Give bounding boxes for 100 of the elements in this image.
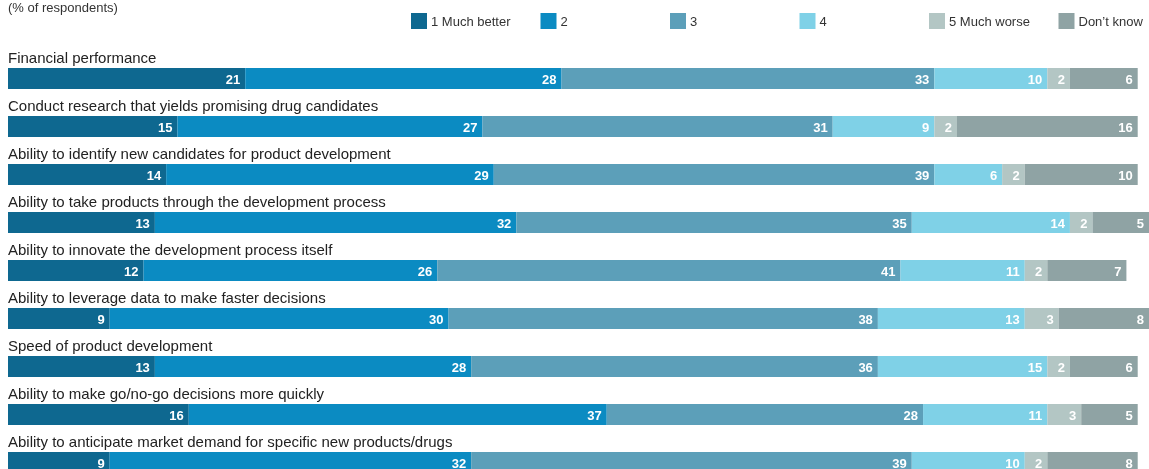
y-tick-label: Ability to innovate the development process itself [8, 241, 334, 258]
bar [934, 116, 957, 137]
bar [493, 164, 935, 185]
data-label: 31 [813, 119, 828, 135]
bar [1069, 68, 1138, 89]
bar [1002, 164, 1025, 185]
data-label: 29 [474, 167, 489, 183]
data-label: 3 [1068, 407, 1077, 423]
data-label: 26 [417, 263, 433, 279]
data-label: 8 [1125, 455, 1133, 469]
bar [832, 116, 935, 137]
data-label: 15 [157, 119, 173, 135]
data-label: 6 [1125, 71, 1133, 87]
bar [1069, 356, 1138, 377]
bar [1092, 212, 1149, 233]
data-label: 28 [451, 359, 467, 375]
bar [8, 356, 155, 377]
bar [956, 116, 1138, 137]
data-label: 13 [135, 215, 150, 231]
legend-label: 3 [690, 14, 698, 29]
data-label: 2 [1035, 455, 1043, 469]
bar [1069, 212, 1093, 233]
bar [1047, 404, 1082, 425]
bar [482, 116, 833, 137]
bar [923, 404, 1048, 425]
y-tick-label: Ability to take products through the development process [8, 193, 386, 210]
data-label: 38 [858, 311, 873, 327]
data-label: 6 [989, 167, 998, 183]
y-tick-label: Ability to anticipate market demand for specific new products/drugs [8, 433, 453, 450]
data-label: 6 [1125, 359, 1133, 375]
legend-label: 4 [819, 14, 827, 29]
bar [8, 68, 246, 89]
data-label: 39 [892, 455, 907, 469]
bar [245, 68, 562, 89]
bar [516, 212, 912, 233]
data-label: 2 [1057, 359, 1065, 375]
data-label: 27 [463, 119, 478, 135]
data-label: 13 [1005, 311, 1020, 327]
bar [900, 260, 1025, 281]
bar [177, 116, 483, 137]
legend-label: Don’t know [1078, 14, 1144, 29]
bar [1047, 356, 1070, 377]
data-label: 5 [1125, 407, 1133, 423]
data-label: 36 [858, 359, 873, 375]
bar [8, 212, 155, 233]
bar [911, 212, 1070, 233]
data-label: 33 [914, 71, 930, 87]
data-label: 9 [97, 311, 105, 327]
bar [1081, 404, 1138, 425]
data-label: 11 [1005, 263, 1020, 279]
bar [437, 260, 901, 281]
legend-label: 2 [560, 14, 568, 29]
data-label: 13 [135, 359, 150, 375]
data-label: 30 [429, 311, 444, 327]
bar [877, 308, 1025, 329]
y-tick-label: Ability to make go/no-go decisions more quickly [8, 385, 325, 402]
bar [1024, 308, 1059, 329]
data-label: 16 [1118, 119, 1133, 135]
bar [8, 164, 167, 185]
bar [1047, 260, 1127, 281]
data-label: 2 [1035, 263, 1043, 279]
data-label: 28 [903, 407, 919, 423]
data-label: 32 [496, 215, 512, 231]
data-label: 5 [1136, 215, 1144, 231]
data-label: 21 [225, 71, 241, 87]
data-label: 9 [922, 119, 930, 135]
data-label: 9 [97, 455, 105, 469]
chart-subtitle: (% of respondents) [8, 0, 118, 15]
data-label: 8 [1136, 311, 1144, 327]
bar [1058, 308, 1149, 329]
bar [1024, 164, 1138, 185]
y-tick-label: Financial performance [8, 49, 157, 66]
bar [934, 68, 1048, 89]
y-tick-label: Conduct research that yields promising drug candidates [8, 97, 379, 114]
data-label: 11 [1028, 407, 1043, 423]
data-label: 32 [451, 455, 467, 469]
data-label: 15 [1027, 359, 1043, 375]
y-tick-label: Ability to leverage data to make faster decisions [8, 289, 326, 306]
bar [8, 308, 110, 329]
legend-label: 5 Much worse [949, 14, 1030, 29]
data-label: 10 [1005, 455, 1020, 469]
bar [934, 164, 1003, 185]
data-label: 14 [1050, 215, 1066, 231]
data-label: 16 [169, 407, 184, 423]
data-label: 2 [1080, 215, 1088, 231]
legend-label: 1 Much better [431, 14, 512, 29]
bar [154, 356, 472, 377]
data-label: 35 [892, 215, 907, 231]
bar [1047, 68, 1070, 89]
bar [561, 68, 935, 89]
bar [8, 116, 178, 137]
bar [448, 308, 878, 329]
bar [8, 260, 144, 281]
data-label: 3 [1046, 311, 1054, 327]
data-label: 7 [1114, 263, 1122, 279]
data-label: 41 [881, 263, 896, 279]
data-label: 2 [944, 119, 952, 135]
bar [154, 212, 517, 233]
bar [188, 404, 607, 425]
y-tick-label: Speed of product development [8, 337, 214, 354]
